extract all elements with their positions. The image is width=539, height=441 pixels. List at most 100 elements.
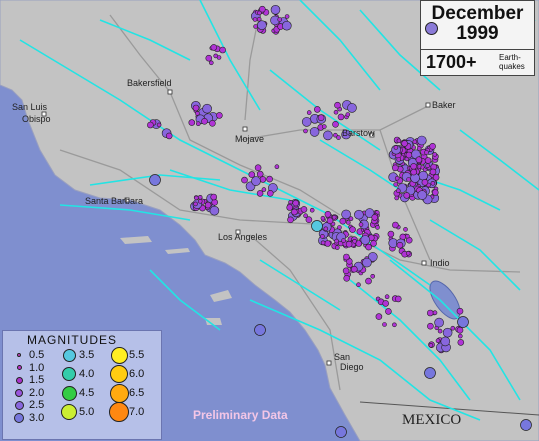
city-marker-mojave: [242, 126, 248, 132]
earthquake-marker: [431, 189, 439, 196]
earthquake-marker: [401, 140, 408, 147]
earthquake-marker: [410, 168, 418, 176]
earthquake-marker: [210, 44, 218, 51]
earthquake-marker: [412, 139, 418, 145]
earthquake-marker: [213, 53, 218, 59]
earthquake-marker-large: [254, 324, 266, 336]
legend-label-1-5: 1.5: [29, 374, 45, 386]
earthquake-marker: [147, 121, 154, 129]
earthquake-marker: [410, 163, 417, 170]
earthquake-marker: [252, 17, 258, 22]
earthquake-marker: [365, 277, 372, 285]
earthquake-marker: [356, 282, 361, 288]
city-marker-bakersfield: [167, 89, 173, 95]
earthquake-marker: [165, 132, 173, 140]
earthquake-marker: [387, 230, 395, 238]
earthquake-marker: [287, 216, 294, 224]
earthquake-marker: [209, 60, 214, 66]
earthquake-marker: [219, 46, 226, 54]
legend-swatch-5-0: [61, 404, 77, 420]
earthquake-marker: [392, 322, 397, 328]
legend-swatch-1-5: [15, 376, 23, 384]
earthquake-marker: [342, 267, 350, 275]
earthquake-marker: [204, 201, 212, 209]
legend-title: MAGNITUDES: [27, 333, 118, 347]
legend-label-7-0: 7.0: [129, 406, 145, 418]
earthquake-marker: [188, 119, 196, 126]
earthquake-markers: [147, 5, 532, 438]
earthquake-marker: [396, 138, 402, 144]
earthquake-marker: [403, 192, 411, 199]
earthquake-marker: [339, 217, 347, 225]
earthquake-marker: [197, 199, 203, 204]
earthquake-marker: [358, 222, 364, 227]
place-label-barstow: Barstow: [342, 128, 375, 138]
earthquake-marker: [284, 14, 290, 19]
earthquake-count-label: Earth- quakes: [499, 53, 525, 71]
earthquake-marker: [266, 175, 273, 183]
legend-swatch-6-5: [109, 383, 129, 403]
earthquake-marker: [261, 187, 267, 192]
earthquake-marker: [364, 208, 375, 218]
earthquake-marker: [434, 317, 444, 328]
earthquake-marker: [332, 121, 339, 128]
earthquake-marker: [334, 245, 340, 250]
earthquake-marker: [320, 234, 325, 239]
earthquake-marker: [334, 101, 341, 109]
earthquake-marker: [317, 114, 325, 121]
earthquake-marker: [417, 190, 428, 200]
earthquake-marker: [345, 220, 351, 225]
legend-swatch-6-0: [110, 365, 128, 383]
earthquake-marker: [337, 113, 345, 121]
earthquake-marker: [375, 313, 383, 320]
earthquake-marker: [306, 110, 312, 115]
legend-swatch-7-0: [109, 402, 129, 422]
earthquake-marker: [385, 308, 392, 315]
place-label-baker: Baker: [432, 100, 456, 110]
legend-label-4-5: 4.5: [79, 387, 95, 399]
earthquake-marker: [394, 295, 402, 303]
earthquake-marker: [418, 170, 429, 181]
earthquake-marker: [370, 273, 376, 279]
city-marker-barstow: [369, 132, 375, 138]
place-label-mexico: MEXICO: [402, 412, 462, 428]
legend-label-0-5: 0.5: [29, 349, 45, 361]
earthquake-marker: [309, 207, 315, 213]
earthquake-marker: [442, 327, 453, 338]
legend-label-6-5: 6.5: [129, 387, 145, 399]
legend-label-3-0: 3.0: [29, 411, 45, 424]
title-divider: [421, 49, 534, 50]
earthquake-marker: [301, 117, 312, 127]
island: [165, 248, 190, 254]
earthquake-marker: [333, 132, 338, 138]
earthquake-marker: [430, 181, 436, 186]
city-marker-santa-barbara: [124, 197, 130, 203]
place-label-bakersfield: Bakersfield: [127, 78, 172, 88]
earthquake-marker: [367, 252, 378, 262]
earthquake-marker: [251, 176, 261, 186]
title-month: December: [431, 3, 524, 24]
legend-swatch-2-0: [15, 388, 23, 397]
earthquake-marker: [274, 164, 280, 169]
earthquake-marker: [305, 216, 313, 223]
legend-label-6-0: 6.0: [129, 368, 145, 380]
earthquake-marker: [343, 253, 350, 261]
place-label-obispo: Obispo: [22, 114, 51, 124]
earthquake-marker: [432, 152, 438, 157]
city-marker-indio: [421, 260, 427, 266]
earthquake-marker: [156, 122, 162, 128]
earthquake-marker: [345, 112, 351, 117]
earthquake-marker: [371, 214, 379, 221]
place-label-santa-barbara: Santa Barbara: [85, 196, 144, 206]
magnitude-swatch-icon: [425, 22, 438, 35]
earthquake-marker: [427, 322, 434, 330]
earthquake-marker: [456, 307, 464, 315]
earthquake-marker: [403, 227, 408, 232]
earthquake-marker: [432, 174, 440, 181]
earthquake-marker: [391, 164, 399, 172]
earthquake-marker: [257, 10, 262, 16]
place-label-diego: Diego: [340, 362, 364, 372]
earthquake-marker: [375, 225, 380, 230]
magnitude-legend: MAGNITUDES 0.5 1.0 1.5 2.0 2.5 3.0 3.5 4.0 4.5 5.…: [2, 330, 162, 440]
earthquake-marker: [416, 135, 427, 146]
